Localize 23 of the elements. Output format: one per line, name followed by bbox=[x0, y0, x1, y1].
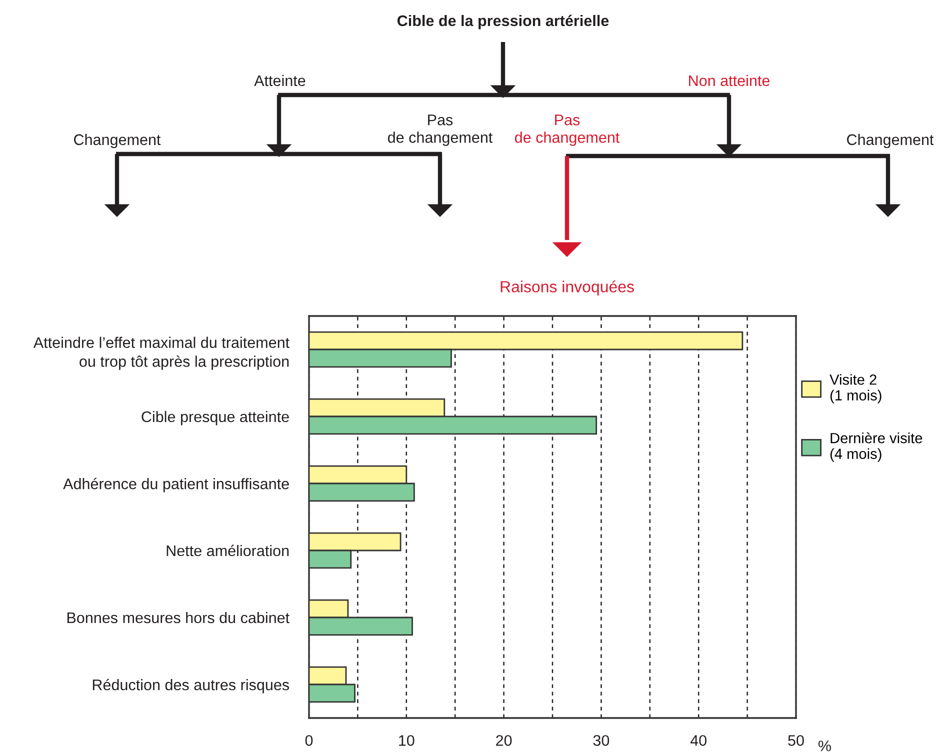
x-tick-label: 20 bbox=[496, 735, 512, 746]
x-tick-label: 0 bbox=[305, 735, 313, 746]
y-tick-label: Atteindre l’effet maximal du traitement ou trop tôt après la prescription bbox=[33, 336, 290, 370]
y-tick-label: Cible presque atteinte bbox=[142, 410, 289, 426]
x-tick-label: 40 bbox=[690, 735, 706, 746]
text: Pas de changement bbox=[514, 114, 620, 146]
y-tick-label: Adhérence du patient insuffisante bbox=[63, 478, 289, 492]
x-tick-label: 50 bbox=[788, 735, 804, 746]
y-tick-label: Réduction des autres risques bbox=[92, 678, 290, 694]
x-tick-label: 10 bbox=[399, 735, 414, 746]
text: Non atteinte bbox=[689, 74, 770, 86]
text: Changement bbox=[847, 134, 934, 148]
text: Cible de la pression artérielle bbox=[397, 14, 609, 30]
text: Changement bbox=[74, 134, 161, 148]
legend-label: Visite 2 (1 mois) bbox=[830, 374, 882, 404]
x-axis-title: % bbox=[818, 740, 831, 752]
y-tick-label: Nette amélioration bbox=[166, 544, 289, 556]
text: Pas de changement bbox=[388, 114, 493, 146]
legend-label: Dernière visite (4 mois) bbox=[830, 432, 922, 462]
x-tick-label: 30 bbox=[593, 735, 610, 746]
text: Atteinte bbox=[254, 74, 306, 86]
y-tick-label: Bonnes mesures hors du cabinet bbox=[67, 612, 290, 624]
chart-title: Raisons invoquées bbox=[500, 280, 634, 296]
